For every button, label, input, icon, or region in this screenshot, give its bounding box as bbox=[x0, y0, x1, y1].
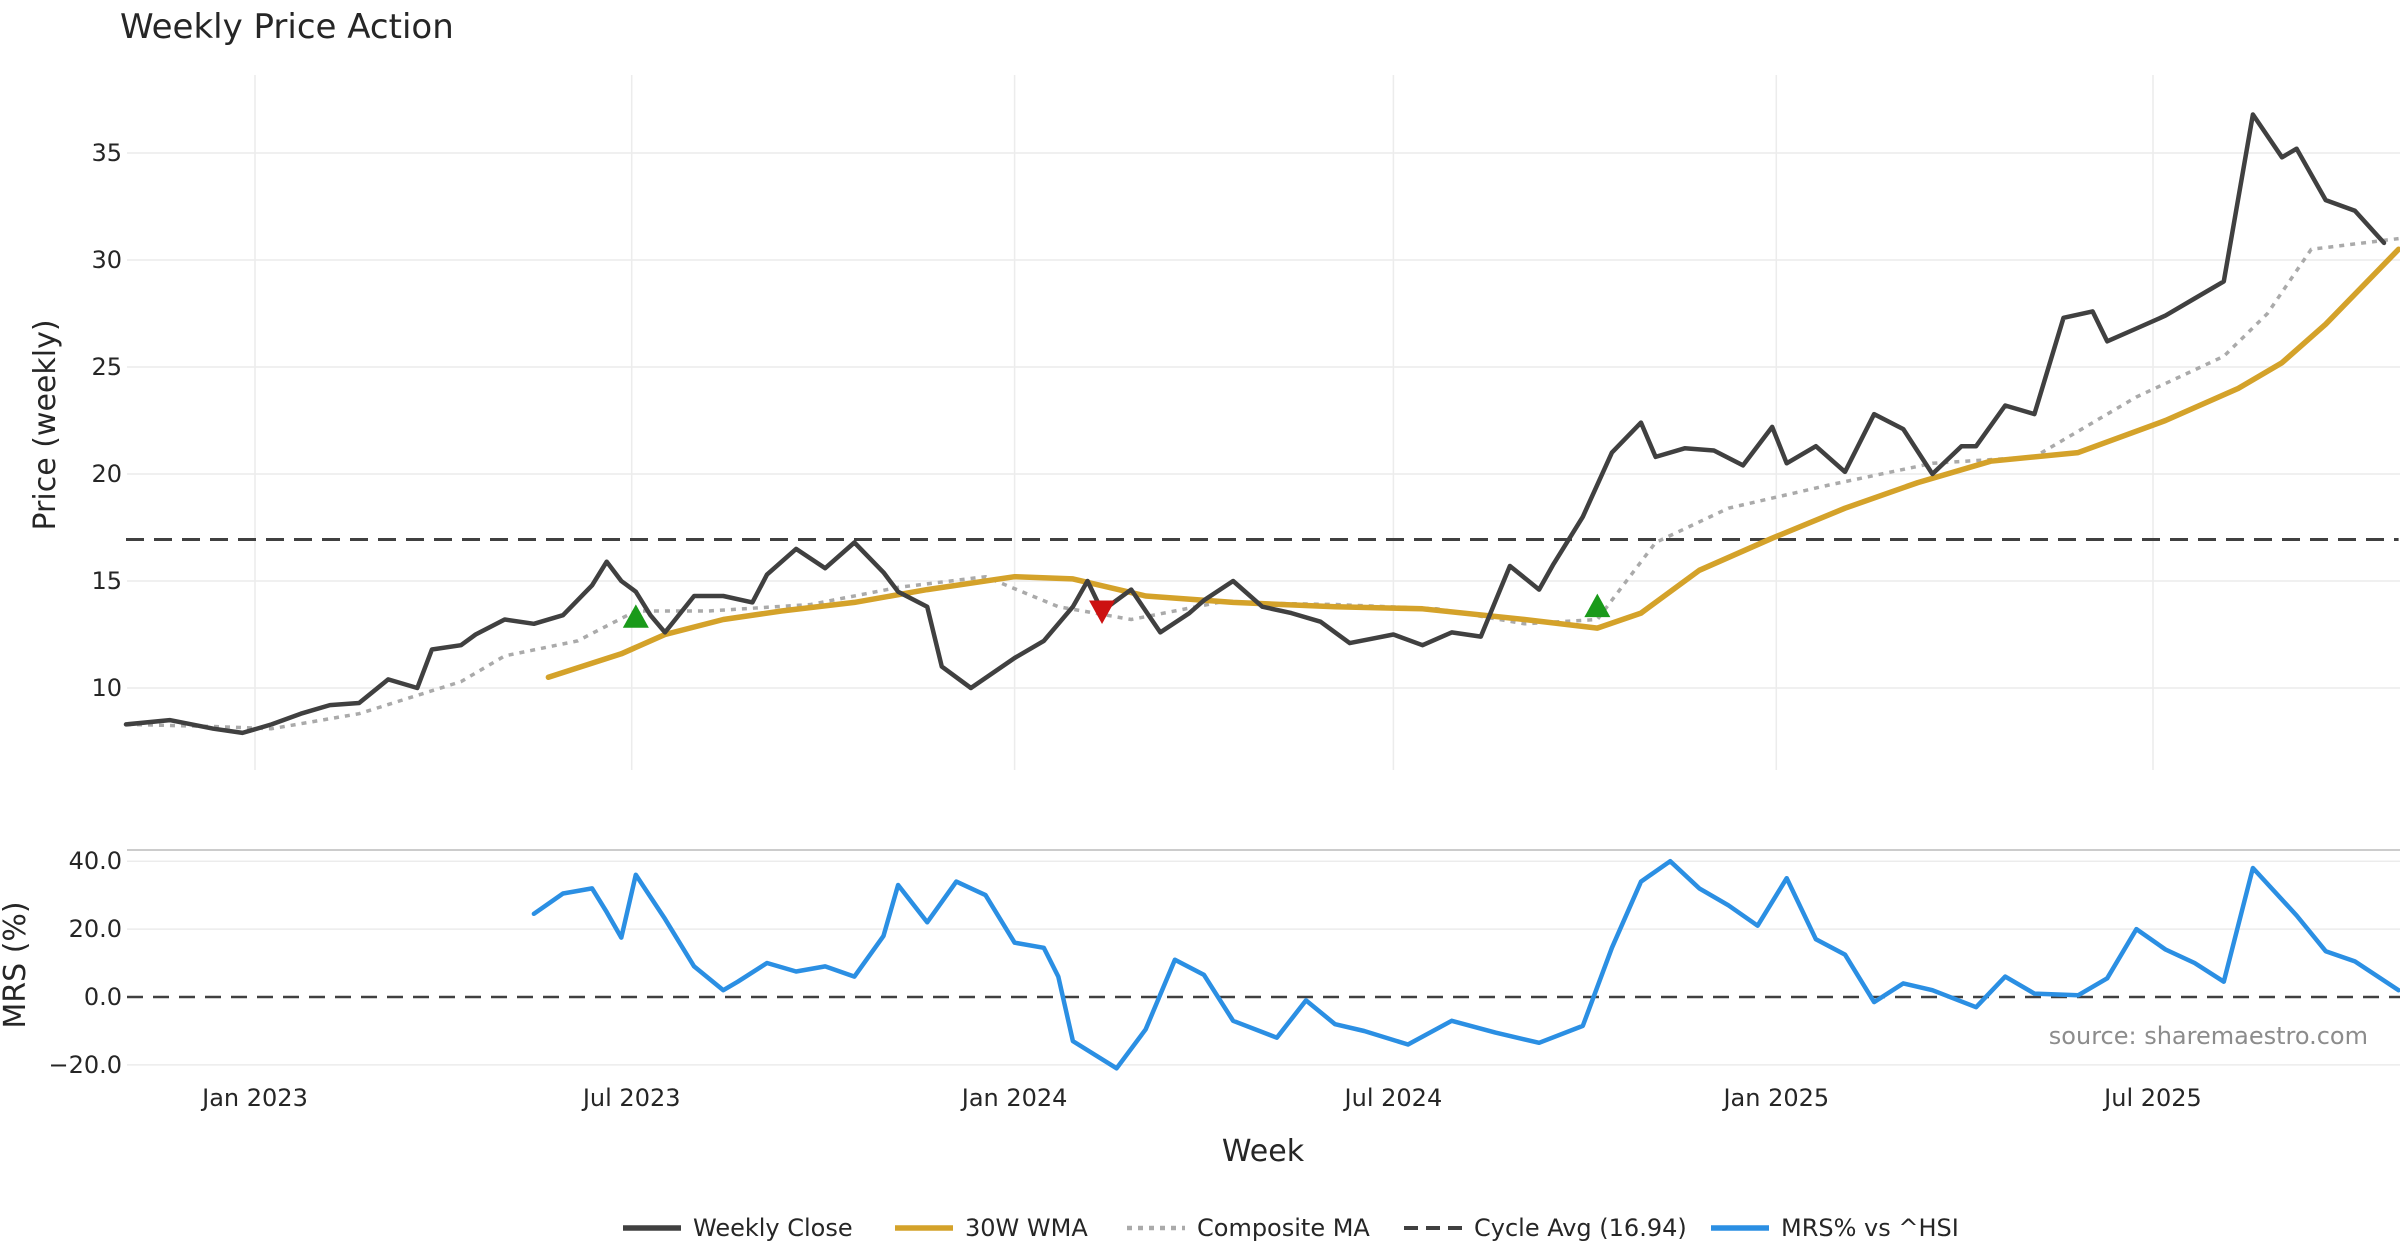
legend: Weekly Close 30W WMA Composite MA Cycle Avg… bbox=[623, 1214, 1959, 1242]
price-tick-label: 35 bbox=[91, 139, 122, 167]
x-tick-label: Jul 2025 bbox=[2102, 1084, 2202, 1112]
x-tick-label: Jul 2023 bbox=[581, 1084, 681, 1112]
x-tick-label: Jul 2024 bbox=[1343, 1084, 1443, 1112]
legend-item-composite-ma: Composite MA bbox=[1127, 1214, 1370, 1242]
top-panel-grid bbox=[127, 75, 2400, 770]
price-tick-label: 25 bbox=[91, 353, 122, 381]
bottom-panel-y-ticks: 40.0 20.0 0.0 −20.0 bbox=[48, 847, 122, 1079]
bottom-panel-grid bbox=[127, 860, 2400, 1066]
mrs-tick-label: 20.0 bbox=[69, 915, 122, 943]
x-tick-label: Jan 2024 bbox=[960, 1084, 1068, 1112]
mrs-tick-label: −20.0 bbox=[48, 1051, 122, 1079]
buy-signal-marker bbox=[622, 604, 649, 628]
legend-item-weekly-close: Weekly Close bbox=[623, 1214, 853, 1242]
legend-label: MRS% vs ^HSI bbox=[1781, 1214, 1959, 1242]
price-tick-label: 10 bbox=[91, 674, 122, 702]
top-panel-y-ticks: 10 15 20 25 30 35 bbox=[91, 139, 122, 702]
series-weekly-close bbox=[123, 112, 2387, 736]
legend-item-mrs-vs-hsi: MRS% vs ^HSI bbox=[1711, 1214, 1959, 1242]
bottom-panel-series bbox=[531, 858, 2400, 1071]
x-axis-ticks: Jan 2023 Jul 2023 Jan 2024 Jul 2024 Jan 2025… bbox=[200, 1084, 2202, 1112]
price-tick-label: 20 bbox=[91, 460, 122, 488]
sell-signal-marker bbox=[1089, 600, 1116, 624]
mrs-tick-label: 40.0 bbox=[69, 847, 122, 875]
series-30w-wma bbox=[545, 246, 2400, 681]
x-tick-label: Jan 2023 bbox=[200, 1084, 308, 1112]
legend-label: Composite MA bbox=[1197, 1214, 1370, 1242]
mrs-axis-label: MRS (%) bbox=[0, 901, 33, 1028]
price-tick-label: 15 bbox=[91, 567, 122, 595]
source-note: source: sharemaestro.com bbox=[2049, 1022, 2368, 1050]
x-tick-label: Jan 2025 bbox=[1721, 1084, 1829, 1112]
legend-label: Weekly Close bbox=[693, 1214, 853, 1242]
x-axis-label: Week bbox=[1222, 1134, 1305, 1169]
price-tick-label: 30 bbox=[91, 246, 122, 274]
mrs-tick-label: 0.0 bbox=[84, 983, 122, 1011]
legend-label: Cycle Avg (16.94) bbox=[1474, 1214, 1687, 1242]
top-panel-series bbox=[123, 112, 2400, 736]
series-mrs-vs-hsi bbox=[531, 858, 2400, 1071]
buy-signal-marker bbox=[1584, 593, 1611, 618]
chart-title: Weekly Price Action bbox=[120, 7, 454, 47]
price-axis-label: Price (weekly) bbox=[28, 319, 63, 530]
legend-item-cycle-avg-16-94: Cycle Avg (16.94) bbox=[1404, 1214, 1687, 1242]
series-composite-ma bbox=[125, 236, 2399, 731]
signal-markers bbox=[622, 593, 1611, 628]
legend-label: 30W WMA bbox=[965, 1214, 1088, 1242]
legend-item-30w-wma: 30W WMA bbox=[895, 1214, 1088, 1242]
